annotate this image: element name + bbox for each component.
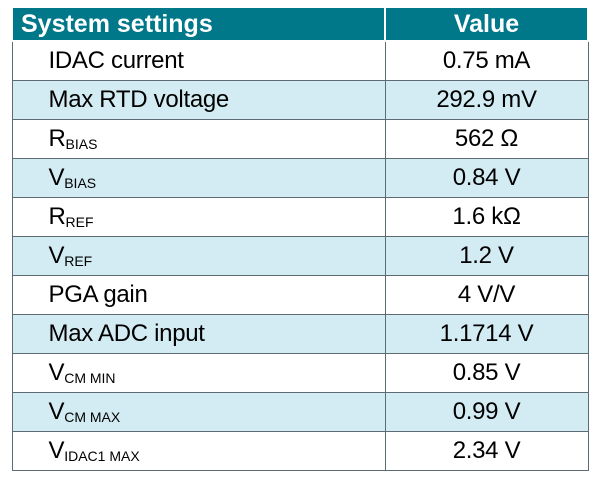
- table-row: VIDAC1 MAX 2.34 V: [11, 430, 589, 471]
- setting-name-main: V: [48, 436, 65, 464]
- setting-name-main: Max RTD voltage: [48, 85, 230, 113]
- setting-value: 4 V/V: [384, 274, 589, 315]
- setting-name: VCM MIN: [11, 352, 386, 393]
- table-row: Max ADC input 1.1714 V: [11, 313, 589, 354]
- table-row: VCM MAX 0.99 V: [11, 391, 589, 432]
- table-row: IDAC current 0.75 mA: [11, 40, 589, 81]
- setting-name-subscript: REF: [65, 213, 94, 230]
- table-row: RBIAS 562 Ω: [11, 118, 589, 159]
- setting-name: VIDAC1 MAX: [11, 430, 386, 471]
- setting-value: 1.2 V: [384, 235, 589, 276]
- setting-name-subscript: CM MIN: [64, 369, 116, 386]
- column-header-system-settings: System settings: [11, 6, 386, 42]
- setting-name: VREF: [11, 235, 386, 276]
- table-row: RREF 1.6 kΩ: [11, 196, 589, 237]
- table-row: VBIAS 0.84 V: [11, 157, 589, 198]
- table-row: PGA gain 4 V/V: [11, 274, 589, 315]
- column-header-value: Value: [384, 6, 589, 42]
- setting-name: Max ADC input: [11, 313, 386, 354]
- setting-name-main: V: [48, 241, 65, 269]
- setting-name: RBIAS: [11, 118, 386, 159]
- setting-name-subscript: IDAC1 MAX: [64, 447, 140, 464]
- setting-name: IDAC current: [11, 40, 386, 81]
- setting-name-main: Max ADC input: [48, 319, 205, 347]
- setting-value: 0.75 mA: [384, 40, 589, 81]
- table-row: VREF 1.2 V: [11, 235, 589, 276]
- setting-name-main: V: [48, 358, 65, 386]
- setting-name-subscript: REF: [64, 252, 93, 269]
- setting-value: 0.85 V: [384, 352, 589, 393]
- setting-value: 1.1714 V: [384, 313, 589, 354]
- setting-name-main: R: [48, 124, 66, 152]
- setting-name-main: R: [48, 202, 66, 230]
- setting-value: 2.34 V: [384, 430, 589, 471]
- setting-name: Max RTD voltage: [11, 79, 386, 120]
- setting-name-subscript: BIAS: [65, 135, 98, 152]
- setting-name-main: PGA gain: [48, 280, 148, 308]
- setting-name-main: IDAC current: [48, 46, 184, 74]
- system-settings-table: System settings Value IDAC current 0.75 …: [11, 6, 589, 471]
- setting-name: VCM MAX: [11, 391, 386, 432]
- setting-value: 0.84 V: [384, 157, 589, 198]
- setting-name-subscript: CM MAX: [64, 408, 121, 425]
- setting-name-subscript: BIAS: [64, 174, 97, 191]
- setting-name: PGA gain: [11, 274, 386, 315]
- setting-name: VBIAS: [11, 157, 386, 198]
- setting-value: 1.6 kΩ: [384, 196, 589, 237]
- table-row: Max RTD voltage 292.9 mV: [11, 79, 589, 120]
- setting-name-main: V: [48, 397, 65, 425]
- setting-value: 0.99 V: [384, 391, 589, 432]
- table-header-row: System settings Value: [11, 6, 589, 42]
- setting-name: RREF: [11, 196, 386, 237]
- setting-value: 562 Ω: [384, 118, 589, 159]
- table-row: VCM MIN 0.85 V: [11, 352, 589, 393]
- setting-value: 292.9 mV: [384, 79, 589, 120]
- setting-name-main: V: [48, 163, 65, 191]
